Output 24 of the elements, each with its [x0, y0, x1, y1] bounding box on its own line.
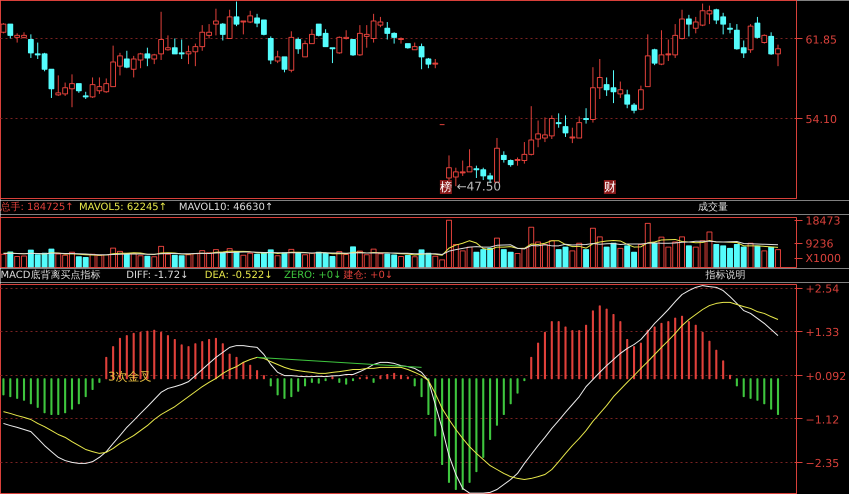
text: MACD底背离买点指标: [0, 269, 100, 281]
y-tick-label: +1.33: [806, 326, 840, 339]
text: 成交量: [698, 201, 728, 213]
text: 总手: 184725↑: [0, 201, 74, 213]
text: MAVOL5: 62245↑: [79, 202, 168, 213]
y-tick-label: 61.85: [806, 33, 837, 46]
text: MAVOL10: 46630↑: [178, 202, 274, 213]
y-tick-label: +0.092: [806, 370, 846, 383]
y-tick-label: 54.10: [806, 112, 837, 126]
y-tick-label: −1.12: [806, 413, 840, 426]
text: ZERO: +0↓: [284, 270, 342, 281]
y-tick-label: 9236: [806, 237, 834, 250]
y-tick-label: +2.54: [806, 282, 840, 296]
annotation: ←47.50: [456, 180, 502, 194]
text: 建仓: +0↓: [342, 269, 394, 281]
text: DEA: -0.522↓: [204, 270, 273, 281]
text: X1000: [806, 252, 842, 266]
y-tick-label: 18473: [806, 214, 840, 228]
text: 指标说明: [704, 269, 746, 281]
annotation: 3次金叉: [108, 369, 152, 384]
annotation: 财: [604, 180, 616, 194]
y-tick-label: −2.35: [806, 457, 840, 470]
text: DIFF: -1.72↓: [126, 270, 188, 281]
annotation: 榜: [440, 180, 452, 194]
